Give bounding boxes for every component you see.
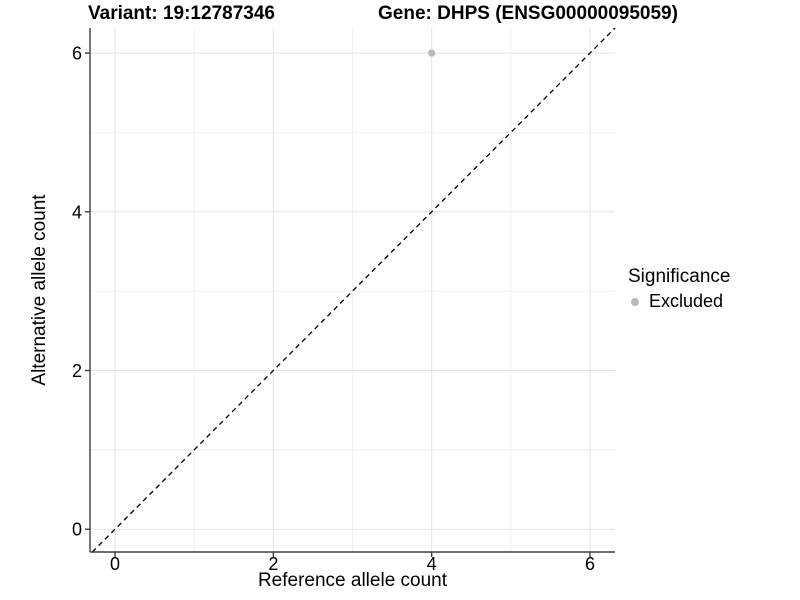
x-tick-label: 6 <box>585 554 595 574</box>
x-tick-label: 0 <box>110 554 120 574</box>
y-tick-label: 2 <box>72 361 82 381</box>
variant-title: Variant: 19:12787346 <box>88 3 275 24</box>
y-tick-label: 0 <box>72 520 82 540</box>
legend-item-excluded: Excluded <box>628 291 730 312</box>
x-axis-title: Reference allele count <box>257 570 448 591</box>
x-tick-label: 4 <box>427 554 437 574</box>
legend: Significance Excluded <box>628 266 730 312</box>
identity-line <box>91 27 616 553</box>
data-point <box>428 49 436 57</box>
y-tick-label: 4 <box>72 202 82 222</box>
y-axis-title: Alternative allele count <box>29 194 50 386</box>
legend-point-icon <box>631 297 639 306</box>
x-tick-label: 2 <box>268 554 278 574</box>
legend-title: Significance <box>628 266 731 287</box>
legend-item-label: Excluded <box>649 291 724 311</box>
y-tick-label: 6 <box>72 44 82 64</box>
gene-title: Gene: DHPS (ENSG00000095059) <box>378 3 678 24</box>
